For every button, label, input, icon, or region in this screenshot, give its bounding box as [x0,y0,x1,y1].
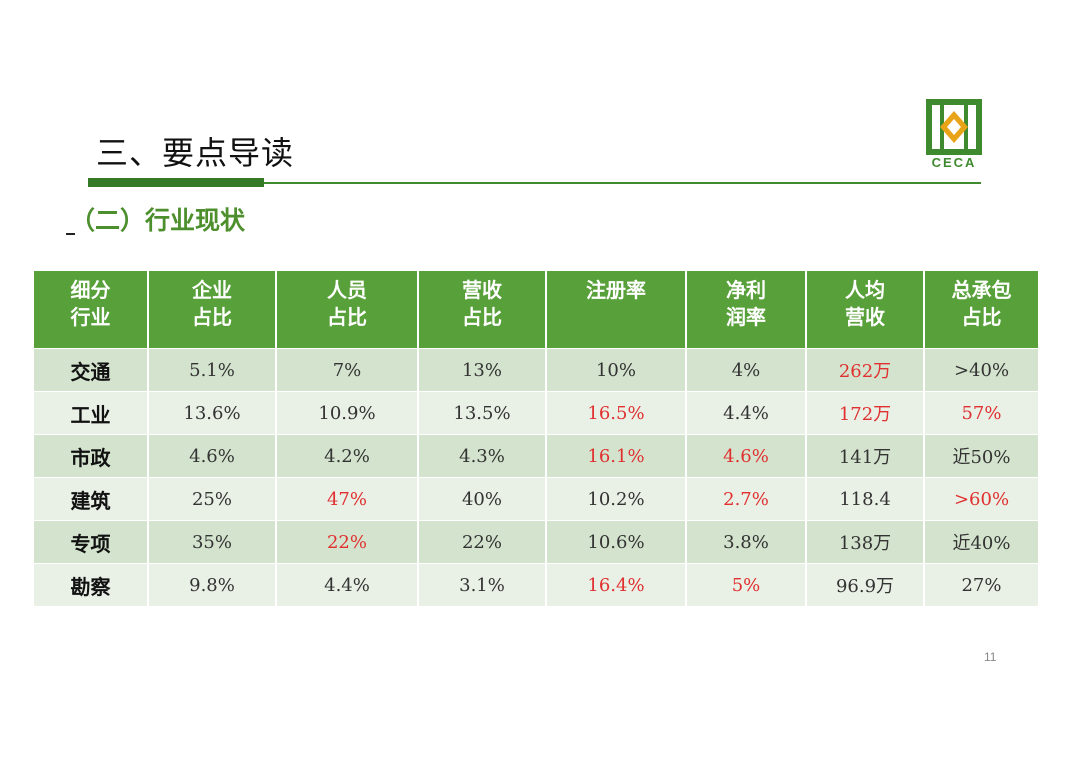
table-cell: 9.8% [148,563,277,606]
table-cell: 4.6% [686,434,807,478]
table-row: 勘察 9.8% 4.4% 3.1% 16.4% 5% 96.9万 27% [34,563,1040,606]
table-cell: 10.9% [276,391,419,435]
text-cursor-mark [66,233,75,235]
table-row: 交通 5.1% 7% 13% 10% 4% 262万 >40% [34,348,1040,392]
page-number: 11 [984,650,997,664]
table-cell: 16.4% [546,563,687,606]
logo-text: CECA [931,155,977,170]
title-divider [88,182,981,184]
ceca-logo-icon [926,99,982,155]
table-cell: 138万 [806,520,925,564]
table-cell: >40% [924,348,1040,392]
table-row: 工业 13.6% 10.9% 13.5% 16.5% 4.4% 172万 57% [34,391,1040,435]
table-cell: 4.4% [276,563,419,606]
table-cell: 近50% [924,434,1040,478]
table-cell: 16.5% [546,391,687,435]
table-cell: 96.9万 [806,563,925,606]
table-cell: 13% [418,348,547,392]
table-row: 建筑 25% 47% 40% 10.2% 2.7% 118.4 >60% [34,477,1040,521]
column-header: 注册率 [546,271,687,349]
table-cell: 2.7% [686,477,807,521]
column-header: 细分 行业 [34,271,149,349]
title-accent-bar [88,178,264,187]
column-header: 人员 占比 [276,271,419,349]
industry-table: 细分 行业 企业 占比 人员 占比 营收 占比 注册率 净利 润率 人均 营收 总承包 占比 … [34,271,1040,606]
table-cell: 22% [276,520,419,564]
row-label: 市政 [34,434,149,478]
table-cell: 40% [418,477,547,521]
table-row: 专项 35% 22% 22% 10.6% 3.8% 138万 近40% [34,520,1040,564]
table-cell: 10.2% [546,477,687,521]
table-cell: 4.2% [276,434,419,478]
table-cell: 10.6% [546,520,687,564]
table-cell: 4.4% [686,391,807,435]
table-cell: >60% [924,477,1040,521]
table-cell: 47% [276,477,419,521]
table-cell: 7% [276,348,419,392]
column-header: 人均 营收 [806,271,925,349]
row-label: 交通 [34,348,149,392]
section-subtitle: （二）行业现状 [70,206,246,235]
table-row: 市政 4.6% 4.2% 4.3% 16.1% 4.6% 141万 近50% [34,434,1040,478]
table-header-row: 细分 行业 企业 占比 人员 占比 营收 占比 注册率 净利 润率 人均 营收 总承包 占比 [34,271,1040,349]
column-header: 企业 占比 [148,271,277,349]
table-cell: 16.1% [546,434,687,478]
table-cell: 118.4 [806,477,925,521]
table-cell: 141万 [806,434,925,478]
row-label: 勘察 [34,563,149,606]
table-cell: 172万 [806,391,925,435]
row-label: 工业 [34,391,149,435]
column-header: 净利 润率 [686,271,807,349]
table-cell: 4% [686,348,807,392]
row-label: 专项 [34,520,149,564]
table-cell: 5.1% [148,348,277,392]
column-header: 营收 占比 [418,271,547,349]
table-cell: 27% [924,563,1040,606]
table-cell: 近40% [924,520,1040,564]
column-header: 总承包 占比 [924,271,1040,349]
table-cell: 5% [686,563,807,606]
table-cell: 13.5% [418,391,547,435]
table-cell: 4.3% [418,434,547,478]
row-label: 建筑 [34,477,149,521]
page-title: 三、要点导读 [96,134,295,172]
table-cell: 3.1% [418,563,547,606]
table-cell: 3.8% [686,520,807,564]
table-cell: 35% [148,520,277,564]
table-cell: 25% [148,477,277,521]
table-cell: 57% [924,391,1040,435]
table-cell: 4.6% [148,434,277,478]
table-cell: 22% [418,520,547,564]
table-cell: 13.6% [148,391,277,435]
table-cell: 10% [546,348,687,392]
table-cell: 262万 [806,348,925,392]
